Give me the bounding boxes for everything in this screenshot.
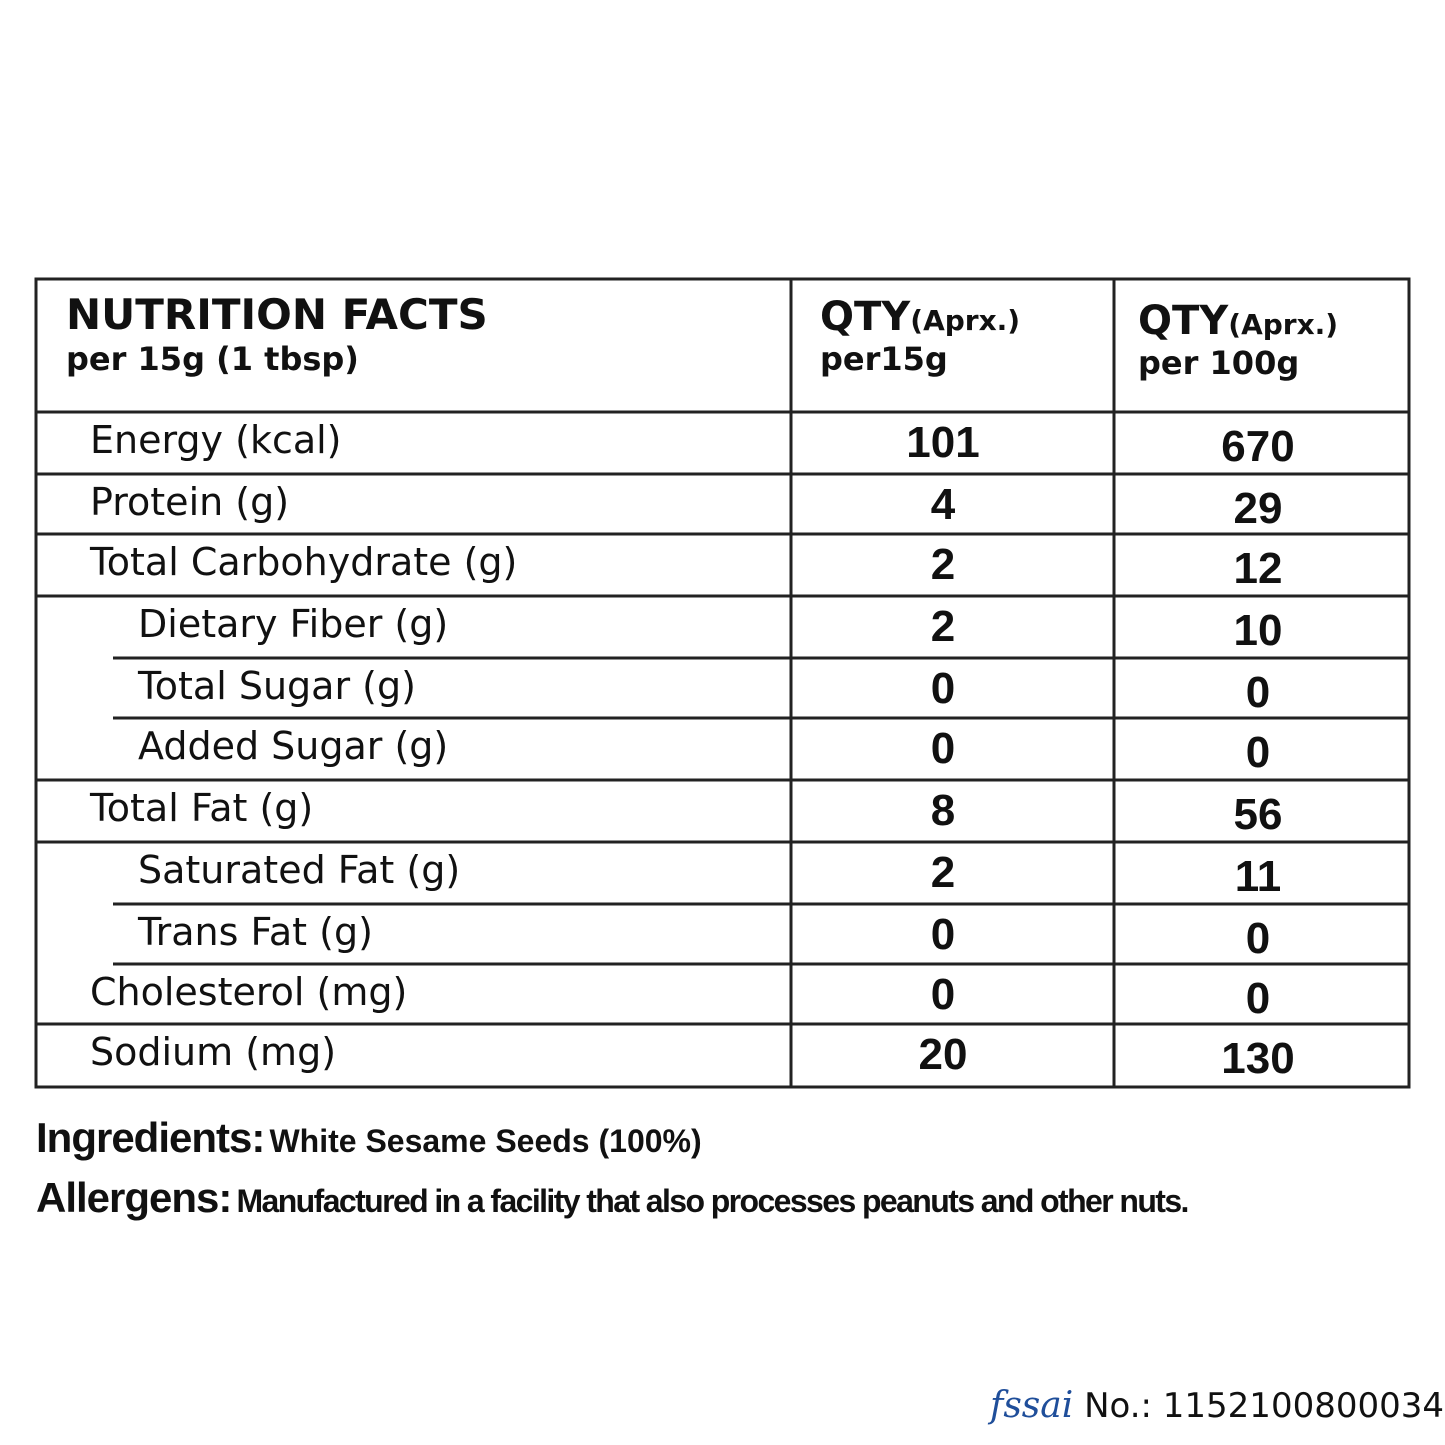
value-100g: 130	[1221, 1034, 1295, 1083]
row-label: Added Sugar (g)	[138, 724, 449, 768]
subtitle: per 15g (1 tbsp)	[66, 340, 359, 378]
value-100g: 12	[1233, 544, 1283, 593]
fssai-logo: fssai	[990, 1385, 1074, 1426]
title: NUTRITION FACTS	[66, 290, 488, 339]
row-label: Saturated Fat (g)	[138, 848, 461, 892]
qty: QTY	[1138, 298, 1229, 344]
value-15g: 2	[930, 540, 956, 589]
license-number: 11521008000345	[1162, 1386, 1445, 1426]
allergens-label: Allergens:	[36, 1174, 232, 1221]
value-100g: 0	[1245, 668, 1271, 717]
value-100g: 10	[1233, 606, 1283, 655]
value-15g: 0	[930, 970, 956, 1019]
basis: per 100g	[1138, 344, 1300, 382]
row-label: Trans Fat (g)	[138, 910, 373, 954]
value-15g: 8	[930, 786, 956, 835]
value-100g: 670	[1221, 422, 1295, 471]
row-label: Dietary Fiber (g)	[138, 602, 449, 646]
value-100g: 29	[1233, 484, 1283, 533]
basis: per15g	[820, 340, 948, 378]
note: (Aprx.)	[1228, 308, 1339, 341]
value-100g: 0	[1245, 974, 1271, 1023]
value-15g: 0	[930, 664, 956, 713]
allergens: Allergens: Manufactured in a facility th…	[36, 1174, 1189, 1222]
row-label: Sodium (mg)	[90, 1030, 337, 1074]
qty: QTY	[820, 294, 911, 340]
value-15g: 0	[930, 910, 956, 959]
value-100g: 56	[1233, 790, 1283, 839]
license: fssai No.: 11521008000345	[990, 1385, 1445, 1426]
note: (Aprx.)	[910, 304, 1021, 337]
value-15g: 2	[930, 848, 956, 897]
value-100g: 0	[1245, 728, 1271, 777]
row-label: Energy (kcal)	[90, 418, 342, 462]
row-label: Total Fat (g)	[90, 786, 314, 830]
col-head: QTY(Aprx.)	[1138, 298, 1338, 344]
row-label: Protein (g)	[90, 480, 290, 524]
ingredients-label: Ingredients:	[36, 1114, 265, 1161]
row-label: Total Sugar (g)	[138, 664, 416, 708]
value-15g: 4	[930, 480, 956, 529]
allergens-text: Manufactured in a facility that also pro…	[236, 1183, 1189, 1219]
ingredients: Ingredients: White Sesame Seeds (100%)	[36, 1114, 702, 1162]
ingredients-text: White Sesame Seeds (100%)	[269, 1123, 702, 1159]
value-100g: 0	[1245, 914, 1271, 963]
row-label: Cholesterol (mg)	[90, 970, 408, 1014]
value-100g: 11	[1234, 852, 1282, 901]
value-15g: 2	[930, 602, 956, 651]
value-15g: 20	[918, 1030, 968, 1079]
license-label: No.:	[1084, 1386, 1152, 1426]
row-label: Total Carbohydrate (g)	[90, 540, 518, 584]
value-15g: 0	[930, 724, 956, 773]
value-15g: 101	[906, 418, 980, 467]
col-head: QTY(Aprx.)	[820, 294, 1020, 340]
